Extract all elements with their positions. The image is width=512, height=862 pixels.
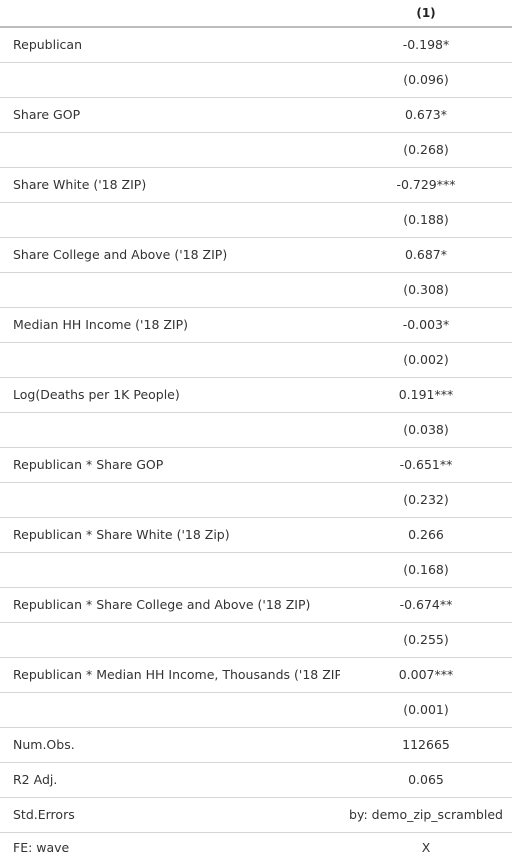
- row-value: X: [421, 839, 431, 855]
- row-label: [0, 62, 340, 98]
- table-row: (0.268): [0, 132, 512, 168]
- row-value: 0.687*: [340, 237, 512, 273]
- row-label: Num.Obs.: [0, 727, 340, 763]
- table-row: (0.001): [0, 692, 512, 728]
- row-value: -0.674**: [340, 587, 512, 623]
- row-label: [0, 412, 340, 448]
- row-value: (0.255): [340, 622, 512, 658]
- row-label: Republican * Share College and Above ('1…: [0, 587, 340, 623]
- table-row: (0.255): [0, 622, 512, 658]
- table-row: (0.188): [0, 202, 512, 238]
- row-value: 0.266: [340, 517, 512, 553]
- table-row: Num.Obs. 112665: [0, 727, 512, 763]
- table-row: (0.168): [0, 552, 512, 588]
- row-value: 0.065: [340, 762, 512, 798]
- table-row: Republican -0.198*: [0, 27, 512, 63]
- row-value: (0.268): [340, 132, 512, 168]
- row-label: Republican * Share White ('18 Zip): [0, 517, 340, 553]
- row-label: Median HH Income ('18 ZIP): [0, 307, 340, 343]
- table-row: (0.232): [0, 482, 512, 518]
- row-label: Log(Deaths per 1K People): [0, 377, 340, 413]
- row-label: FE: wave: [13, 839, 70, 855]
- row-label: [0, 622, 340, 658]
- table-header-row: (1): [0, 0, 512, 28]
- row-value: -0.729***: [340, 167, 512, 203]
- row-value: (0.188): [340, 202, 512, 238]
- table-row: (0.002): [0, 342, 512, 378]
- row-label: Share College and Above ('18 ZIP): [0, 237, 340, 273]
- row-label: Std.Errors: [0, 797, 340, 833]
- table-row: Share GOP 0.673*: [0, 97, 512, 133]
- row-label: Republican: [0, 27, 340, 63]
- row-label: Share GOP: [0, 97, 340, 133]
- row-value: (0.001): [340, 692, 512, 728]
- table-row: Republican * Share GOP -0.651**: [0, 447, 512, 483]
- row-value: (0.038): [340, 412, 512, 448]
- table-row: Median HH Income ('18 ZIP) -0.003*: [0, 307, 512, 343]
- table-row: (0.038): [0, 412, 512, 448]
- row-label: R2 Adj.: [0, 762, 340, 798]
- table-row: (0.308): [0, 272, 512, 308]
- row-value: by: demo_zip_scrambled: [340, 797, 512, 833]
- row-label: [0, 272, 340, 308]
- table-row: Republican * Median HH Income, Thousands…: [0, 657, 512, 693]
- table-row: Republican * Share College and Above ('1…: [0, 587, 512, 623]
- row-value: -0.198*: [340, 27, 512, 63]
- table-row: Share College and Above ('18 ZIP) 0.687*: [0, 237, 512, 273]
- row-label: Republican * Share GOP: [0, 447, 340, 483]
- table-body: Republican -0.198* (0.096) Share GOP 0.673*(…: [0, 27, 512, 862]
- row-label: Republican * Median HH Income, Thousands…: [0, 657, 340, 693]
- table-row: FE: wave X: [0, 832, 512, 862]
- row-value: 0.007***: [340, 657, 512, 693]
- row-label: [0, 132, 340, 168]
- table-row: Log(Deaths per 1K People) 0.191***: [0, 377, 512, 413]
- table-row: Std.Errors by: demo_zip_scrambled: [0, 797, 512, 833]
- row-value: -0.003*: [340, 307, 512, 343]
- table-row: R2 Adj. 0.065: [0, 762, 512, 798]
- row-value: (0.308): [340, 272, 512, 308]
- row-value: (0.096): [340, 62, 512, 98]
- row-value: (0.002): [340, 342, 512, 378]
- table-row: Republican * Share White ('18 Zip) 0.266: [0, 517, 512, 553]
- row-label: [0, 552, 340, 588]
- table-row: Share White ('18 ZIP) -0.729***: [0, 167, 512, 203]
- row-value: 0.191***: [340, 377, 512, 413]
- row-label: Share White ('18 ZIP): [0, 167, 340, 203]
- row-value: (0.232): [340, 482, 512, 518]
- header-model-column: (1): [340, 0, 512, 28]
- row-value: -0.651**: [340, 447, 512, 483]
- table-row: (0.096): [0, 62, 512, 98]
- row-label: [0, 692, 340, 728]
- row-value: (0.168): [340, 552, 512, 588]
- header-label-column: [0, 0, 340, 28]
- row-label: [0, 482, 340, 518]
- row-value: 112665: [340, 727, 512, 763]
- row-label: [0, 202, 340, 238]
- row-label: [0, 342, 340, 378]
- row-value: 0.673*: [340, 97, 512, 133]
